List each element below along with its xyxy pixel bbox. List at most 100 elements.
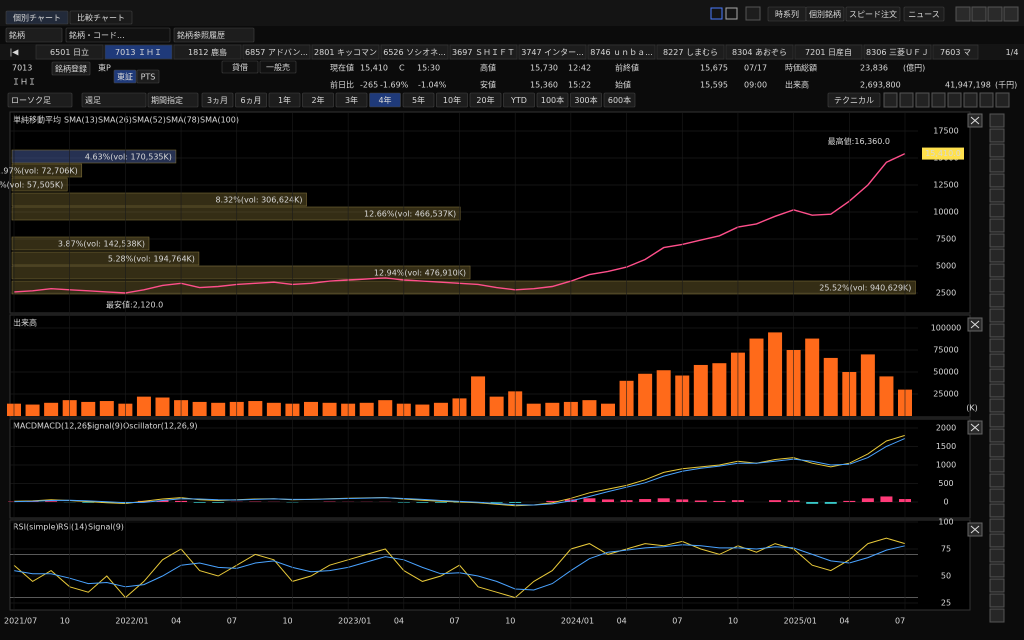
ticker-tab-bg[interactable] xyxy=(656,44,725,60)
drawing-tool[interactable] xyxy=(989,578,1005,593)
venue-button-bg[interactable] xyxy=(136,69,160,84)
drawing-tool[interactable] xyxy=(989,533,1005,548)
drawing-tool[interactable] xyxy=(989,233,1005,248)
history-dropdown-bg[interactable] xyxy=(173,27,255,43)
symbol-dropdown-bg[interactable] xyxy=(5,27,63,43)
period-button[interactable]: 3ヵ月 xyxy=(207,96,228,105)
period-button[interactable]: YTD xyxy=(510,96,527,105)
drawing-tool[interactable] xyxy=(989,263,1005,278)
period-button[interactable]: 6ヵ月 xyxy=(240,96,261,105)
icon-button[interactable] xyxy=(1003,6,1019,22)
icon-button[interactable] xyxy=(987,6,1003,22)
drawing-tool[interactable] xyxy=(989,188,1005,203)
drawing-tool[interactable] xyxy=(989,218,1005,233)
tool-icon[interactable] xyxy=(963,92,978,108)
ticker-tab[interactable]: 7603 マ xyxy=(940,48,971,57)
margin-button-bg[interactable] xyxy=(221,60,259,74)
margin-button-bg[interactable] xyxy=(259,60,297,74)
drawing-tool[interactable] xyxy=(989,518,1005,533)
period-button-bg[interactable] xyxy=(503,92,535,108)
layout-icon[interactable] xyxy=(725,7,738,20)
top-button[interactable]: スピード注文 xyxy=(849,9,897,19)
ticker-tab[interactable]: 6857 アドバン... xyxy=(245,48,308,57)
drawing-tool[interactable] xyxy=(989,113,1005,128)
margin-button[interactable]: 貸借 xyxy=(232,62,248,72)
period-dropdown[interactable]: 期間指定 xyxy=(151,95,183,105)
tool-icon[interactable] xyxy=(883,92,898,108)
period-button[interactable]: 3年 xyxy=(345,95,358,105)
chart-type-dropdown[interactable]: ローソク足 xyxy=(11,96,51,105)
drawing-tool[interactable] xyxy=(989,488,1005,503)
drawing-tool[interactable] xyxy=(989,203,1005,218)
drawing-tool[interactable] xyxy=(989,338,1005,353)
top-button[interactable]: 個別銘柄 xyxy=(809,9,841,19)
tab[interactable]: 比較チャート xyxy=(77,13,125,23)
margin-button[interactable]: 一般売 xyxy=(266,62,290,72)
period-button-bg[interactable] xyxy=(201,92,234,108)
period-button[interactable]: 5年 xyxy=(412,95,425,105)
tool-icon[interactable] xyxy=(899,92,914,108)
drawing-tool[interactable] xyxy=(989,398,1005,413)
top-button[interactable]: 時系列 xyxy=(775,9,799,19)
ticker-tab-bg[interactable] xyxy=(518,44,587,60)
ticker-tab[interactable]: 7013 ＩＨＩ xyxy=(115,48,162,57)
symbol-dropdown[interactable]: 銘柄 xyxy=(9,30,25,40)
ticker-tab[interactable]: 3747 インター... xyxy=(521,48,584,57)
venue-button[interactable]: PTS xyxy=(141,73,156,82)
symbol-input[interactable]: 銘柄・コード... xyxy=(69,30,125,40)
period-button-bg[interactable] xyxy=(402,92,435,108)
period-button[interactable]: 1年 xyxy=(278,95,291,105)
technical-button[interactable]: テクニカル xyxy=(834,96,874,105)
ticker-tab[interactable]: 7201 日産自 xyxy=(805,47,852,57)
drawing-tool[interactable] xyxy=(989,503,1005,518)
period-button-bg[interactable] xyxy=(369,92,401,108)
ticker-tab[interactable]: 6526 ソシオネ... xyxy=(383,48,446,57)
top-button-bg[interactable] xyxy=(903,6,945,22)
ticker-tab-bg[interactable] xyxy=(449,44,518,60)
edit-icon[interactable] xyxy=(745,6,761,21)
drawing-tool[interactable] xyxy=(989,353,1005,368)
period-button-bg[interactable] xyxy=(603,92,636,108)
period-button-bg[interactable] xyxy=(302,92,334,108)
period-button-bg[interactable] xyxy=(335,92,368,108)
period-button-bg[interactable] xyxy=(536,92,569,108)
drawing-tool[interactable] xyxy=(989,143,1005,158)
period-button[interactable]: 300本 xyxy=(574,95,597,105)
top-button-bg[interactable] xyxy=(805,6,845,22)
tool-icon[interactable] xyxy=(931,92,946,108)
drawing-tool[interactable] xyxy=(989,293,1005,308)
drawing-tool[interactable] xyxy=(989,473,1005,488)
tab-bg[interactable] xyxy=(69,10,133,25)
drawing-tool[interactable] xyxy=(989,368,1005,383)
top-button[interactable]: ニュース xyxy=(908,10,940,19)
symbol-input-bg[interactable] xyxy=(65,27,171,43)
period-button-bg[interactable] xyxy=(469,92,502,108)
technical-button-bg[interactable] xyxy=(827,92,881,108)
period-button[interactable]: 600本 xyxy=(608,95,631,105)
ticker-tab-bg[interactable] xyxy=(932,44,979,60)
period-button[interactable]: 100本 xyxy=(541,95,564,105)
top-button-bg[interactable] xyxy=(845,6,901,22)
ticker-tab[interactable]: 8306 三菱ＵＦＪ xyxy=(866,47,929,57)
drawing-tool[interactable] xyxy=(989,128,1005,143)
ticker-tab-bg[interactable] xyxy=(311,44,380,60)
drawing-tool[interactable] xyxy=(989,278,1005,293)
register-button-bg[interactable] xyxy=(51,61,91,76)
ticker-tab[interactable]: 1812 鹿島 xyxy=(188,47,227,57)
drawing-tool[interactable] xyxy=(989,248,1005,263)
drawing-tool[interactable] xyxy=(989,158,1005,173)
ticker-tab-bg[interactable] xyxy=(725,44,794,60)
ticker-tab-bg[interactable] xyxy=(173,44,242,60)
drawing-tool[interactable] xyxy=(989,323,1005,338)
interval-dropdown-bg[interactable] xyxy=(81,92,147,108)
period-button-bg[interactable] xyxy=(570,92,602,108)
history-dropdown[interactable]: 銘柄参照履歴 xyxy=(177,30,225,40)
period-button[interactable]: 10年 xyxy=(443,95,461,105)
register-button[interactable]: 銘柄登録 xyxy=(55,64,87,74)
period-button-bg[interactable] xyxy=(436,92,468,108)
period-button-bg[interactable] xyxy=(268,92,301,108)
drawing-tool[interactable] xyxy=(989,593,1005,608)
icon-button[interactable] xyxy=(971,6,987,22)
ticker-tab[interactable]: 3697 ＳＨＩＦＴ xyxy=(452,48,515,57)
drawing-tool[interactable] xyxy=(989,608,1005,623)
